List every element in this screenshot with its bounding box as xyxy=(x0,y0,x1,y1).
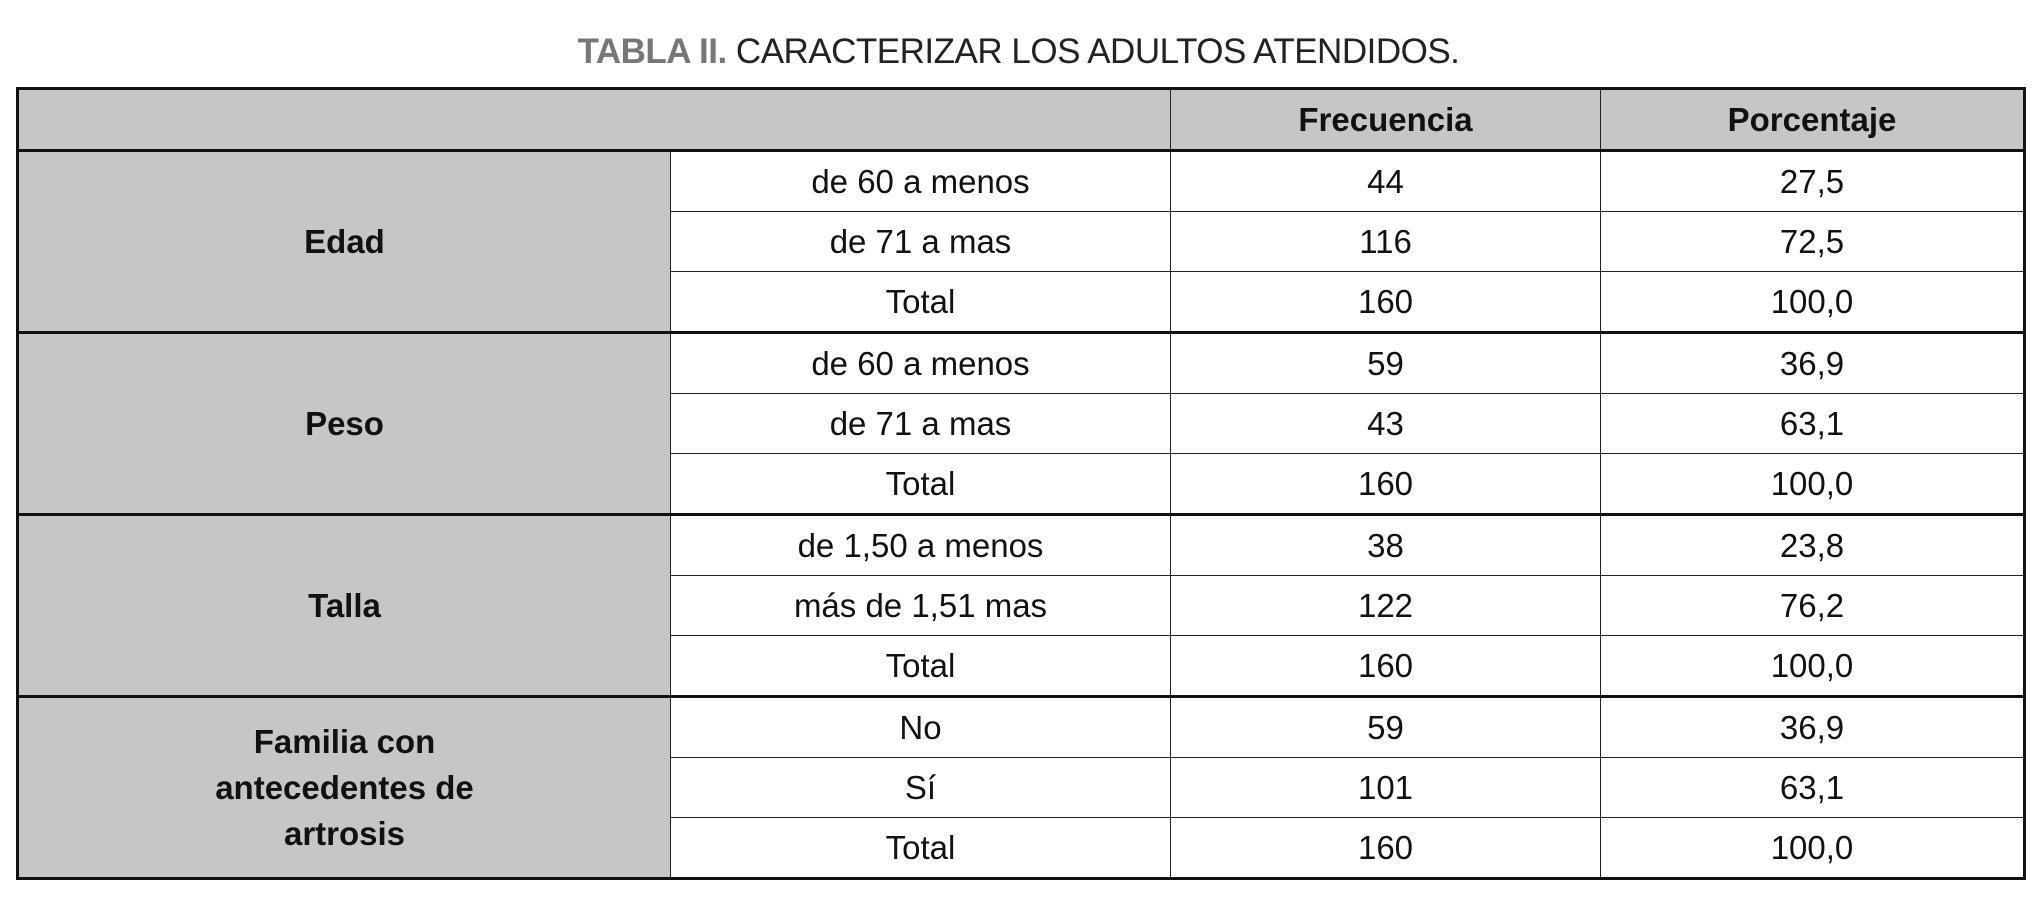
porcentaje-cell: 100,0 xyxy=(1600,271,2025,333)
category-cell: No xyxy=(670,695,1171,758)
category-cell: Total xyxy=(670,635,1171,697)
table-row: de 71 a mas 116 72,5 xyxy=(18,211,2025,272)
frecuencia-cell: 101 xyxy=(1170,757,1601,818)
data-table: Frecuencia Porcentaje Edad de 60 a menos 4… xyxy=(16,87,2026,880)
category-cell: más de 1,51 mas xyxy=(670,575,1171,636)
category-cell: Total xyxy=(670,817,1171,879)
table-title: TABLA II. CARACTERIZAR LOS ADULTOS ATEND… xyxy=(0,32,2037,72)
frecuencia-cell: 59 xyxy=(1170,695,1601,758)
frecuencia-cell: 122 xyxy=(1170,575,1601,636)
porcentaje-cell: 23,8 xyxy=(1600,513,2025,576)
category-cell: de 71 a mas xyxy=(670,393,1171,454)
table-row: Peso de 60 a menos 59 36,9 xyxy=(17,331,2025,515)
table-row: Total 160 100,0 xyxy=(18,817,2025,879)
table-row: Total 160 100,0 xyxy=(18,635,2025,697)
table-row: Talla de 1,50 a menos 38 23,8 xyxy=(17,513,2025,697)
porcentaje-cell: 100,0 xyxy=(1600,817,2025,879)
porcentaje-cell: 100,0 xyxy=(1600,453,2025,515)
table-number: TABLA II. xyxy=(577,32,728,71)
group-label: Familia con antecedentes de artrosis xyxy=(17,695,671,879)
table-caption: CARACTERIZAR LOS ADULTOS ATENDIDOS. xyxy=(726,32,1460,71)
group-label: Edad xyxy=(17,150,671,333)
category-cell: Total xyxy=(670,453,1171,515)
category-cell: de 60 a menos xyxy=(670,150,1171,212)
category-cell: de 60 a menos xyxy=(670,331,1171,394)
table-row: Total 160 100,0 xyxy=(18,453,2025,515)
table-row: Edad de 60 a menos 44 27,5 xyxy=(17,150,2025,333)
header-porcentaje: Porcentaje xyxy=(1600,88,2025,152)
frecuencia-cell: 160 xyxy=(1170,271,1601,333)
header-blank xyxy=(17,88,1171,152)
table-row: Familia con antecedentes de artrosis No 59… xyxy=(17,695,2025,879)
category-cell: de 1,50 a menos xyxy=(670,513,1171,576)
category-cell: Total xyxy=(670,271,1171,333)
porcentaje-cell: 36,9 xyxy=(1600,331,2025,394)
category-cell: Sí xyxy=(670,757,1171,818)
porcentaje-cell: 63,1 xyxy=(1600,757,2025,818)
frecuencia-cell: 160 xyxy=(1170,635,1601,697)
group-label: Talla xyxy=(17,513,671,697)
frecuencia-cell: 59 xyxy=(1170,331,1601,394)
porcentaje-cell: 76,2 xyxy=(1600,575,2025,636)
porcentaje-cell: 27,5 xyxy=(1600,150,2025,212)
table-row: más de 1,51 mas 122 76,2 xyxy=(18,575,2025,636)
frecuencia-cell: 38 xyxy=(1170,513,1601,576)
frecuencia-cell: 160 xyxy=(1170,817,1601,879)
porcentaje-cell: 100,0 xyxy=(1600,635,2025,697)
group-label: Peso xyxy=(17,331,671,515)
porcentaje-cell: 63,1 xyxy=(1600,393,2025,454)
porcentaje-cell: 72,5 xyxy=(1600,211,2025,272)
category-cell: de 71 a mas xyxy=(670,211,1171,272)
table-row: Sí 101 63,1 xyxy=(18,757,2025,818)
frecuencia-cell: 44 xyxy=(1170,150,1601,212)
porcentaje-cell: 36,9 xyxy=(1600,695,2025,758)
header-row: Frecuencia Porcentaje xyxy=(17,88,2025,152)
frecuencia-cell: 160 xyxy=(1170,453,1601,515)
header-frecuencia: Frecuencia xyxy=(1170,88,1601,152)
frecuencia-cell: 116 xyxy=(1170,211,1601,272)
frecuencia-cell: 43 xyxy=(1170,393,1601,454)
